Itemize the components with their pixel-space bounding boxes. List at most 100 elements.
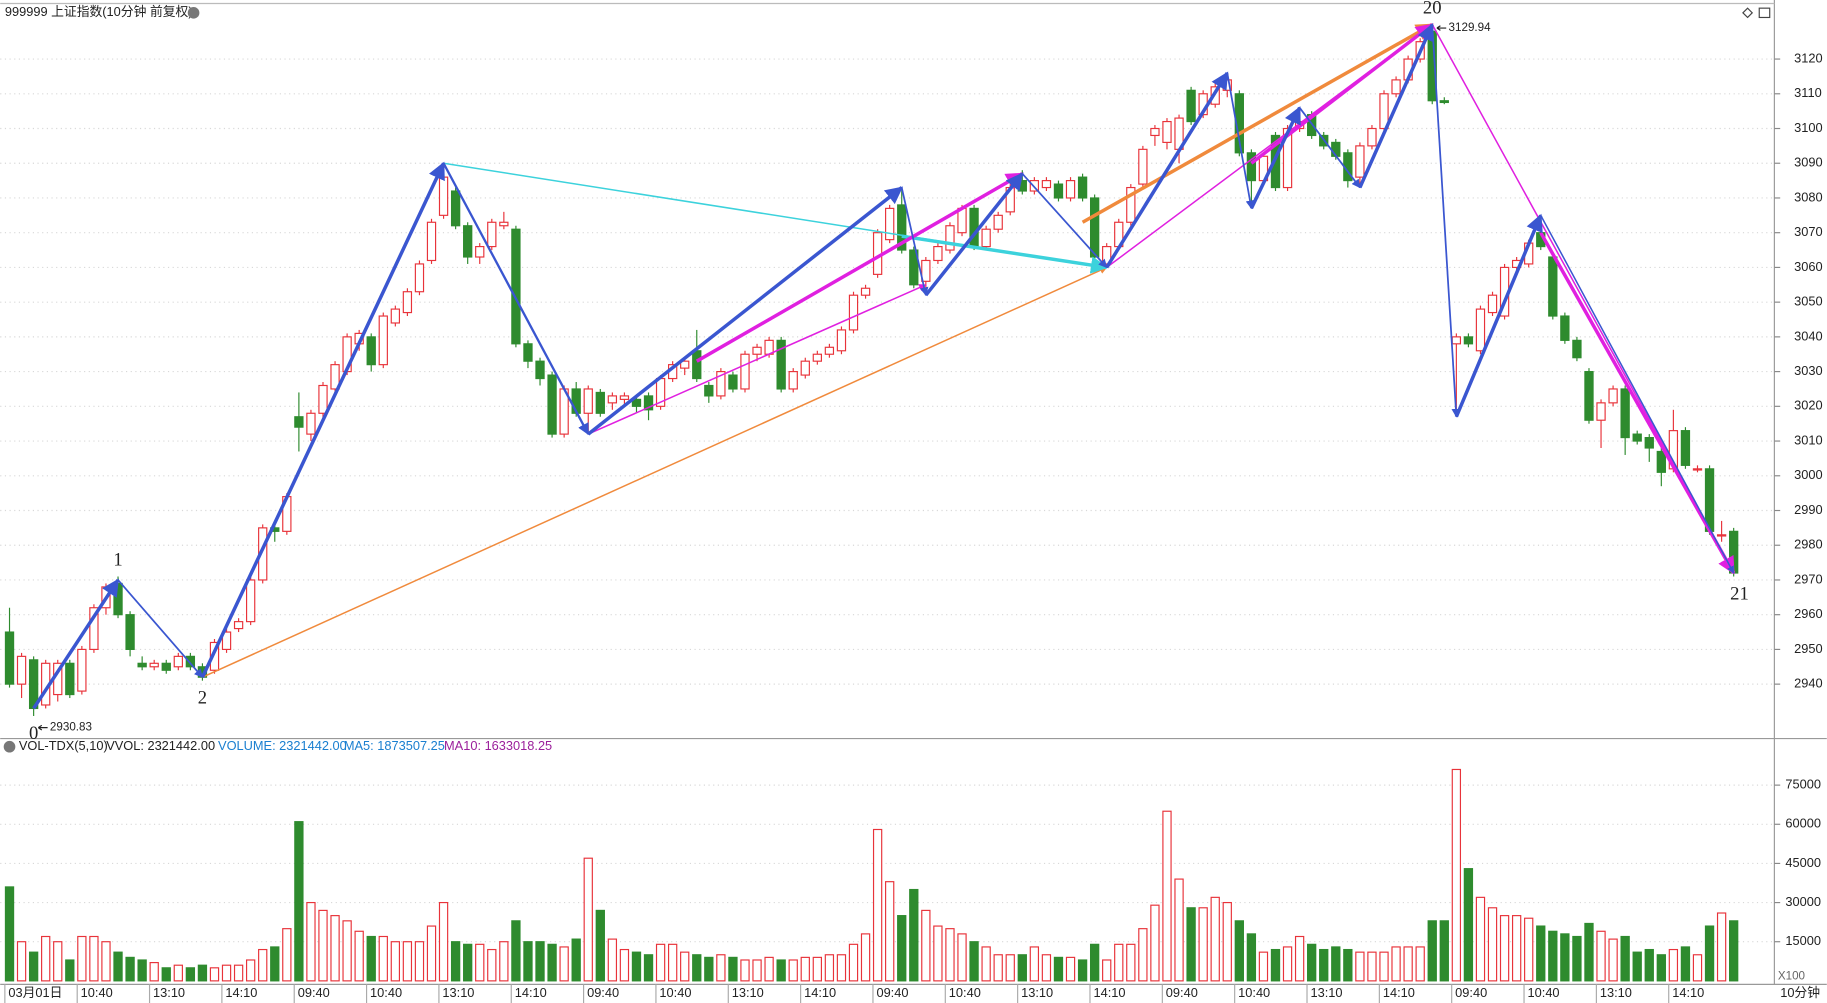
y-tick-label: 3120 — [1794, 50, 1822, 65]
y-tick-label: 3050 — [1794, 294, 1822, 309]
volume-bar — [921, 909, 931, 982]
volume-bar — [390, 941, 401, 982]
candle-body — [1089, 197, 1100, 258]
candle-body — [523, 343, 533, 362]
volume-bar — [1246, 933, 1257, 982]
candle-body — [848, 294, 859, 331]
volume-bar — [161, 967, 171, 982]
tool-icon[interactable] — [1758, 7, 1771, 19]
candle-body — [1572, 339, 1582, 359]
volume-bar — [1463, 868, 1474, 982]
y-tick-label: 3010 — [1794, 432, 1822, 447]
volume-bar — [595, 909, 605, 982]
pivot-label: 0 — [29, 723, 38, 744]
trend-arrow — [695, 172, 1024, 363]
trend-arrow — [1226, 72, 1255, 210]
y-tick-label: 2990 — [1794, 502, 1822, 517]
volume-bar — [607, 938, 618, 982]
x-tick-label: 14:10 — [1093, 985, 1125, 1000]
y-tick-label: 3090 — [1794, 155, 1822, 170]
trend-arrow — [1081, 23, 1434, 224]
volume-tick-label: 75000 — [1785, 777, 1821, 792]
volume-bar — [1319, 948, 1329, 982]
candle-body — [1246, 152, 1257, 182]
volume-bar — [909, 888, 919, 982]
candle-body — [1150, 127, 1160, 137]
volume-bar — [680, 951, 690, 982]
candle-body — [909, 249, 919, 286]
trend-arrow — [901, 234, 1109, 274]
volume-bar — [463, 943, 473, 982]
volume-bar — [969, 941, 979, 982]
volume-bar — [270, 946, 280, 982]
candle-body — [1367, 127, 1377, 147]
x-tick-label: 10:40 — [81, 985, 113, 1000]
volume-bar — [667, 943, 678, 982]
volume-bar — [342, 920, 352, 982]
candle-body — [860, 287, 871, 296]
volume-bar — [1210, 896, 1220, 982]
volume-bar — [1222, 901, 1232, 982]
candle-body — [1584, 371, 1594, 421]
volume-bar — [1379, 951, 1389, 982]
candle-body — [89, 607, 99, 650]
menu-icon[interactable] — [3, 740, 16, 753]
price-label: 3129.94 — [1449, 21, 1492, 34]
volume-bar — [294, 821, 304, 982]
candle-body — [631, 398, 642, 407]
tool-icon[interactable] — [1742, 7, 1754, 19]
volume-bar — [318, 909, 328, 982]
x-tick-label: 14:10 — [515, 985, 547, 1000]
candle-body — [1620, 388, 1630, 439]
volume-bar — [897, 915, 907, 982]
menu-icon[interactable] — [187, 6, 200, 19]
candle-body — [752, 346, 762, 355]
volume-bar — [1234, 920, 1244, 982]
candle-body — [788, 371, 798, 390]
candle-body — [294, 416, 304, 428]
volume-bar — [872, 828, 883, 982]
volume-bar — [1499, 915, 1510, 982]
volume-bar — [1029, 946, 1040, 982]
volume-tick-label: 30000 — [1785, 894, 1821, 909]
trend-arrow — [1021, 173, 1108, 269]
trend-arrow — [900, 187, 929, 297]
candle-body — [1632, 433, 1642, 442]
volume-bar — [1644, 948, 1654, 982]
trend-arrow — [1431, 24, 1461, 418]
volume-bar — [1294, 935, 1305, 982]
volume-bar — [643, 954, 654, 982]
volume-bar — [1102, 959, 1112, 982]
price-label-arrow — [37, 724, 48, 731]
candle-body — [1475, 308, 1486, 352]
volume-bar — [993, 954, 1003, 982]
volume-bar — [764, 956, 774, 982]
candle-body — [390, 308, 401, 324]
pivot-label: 21 — [1730, 583, 1749, 604]
volume-bar — [209, 967, 220, 982]
volume-bar — [185, 967, 196, 982]
candle-body — [1451, 336, 1462, 345]
candle-body — [1234, 93, 1244, 154]
volume-bar — [1005, 954, 1015, 982]
candle-body — [463, 225, 473, 258]
candle-body — [945, 225, 955, 251]
volume-bar — [1138, 928, 1148, 982]
trend-arrow — [1298, 107, 1361, 189]
volume-bar — [245, 959, 256, 982]
candle-body — [1355, 145, 1365, 178]
trend-arrow — [442, 162, 590, 436]
volume-bar — [1596, 930, 1606, 982]
volume-bar — [438, 901, 449, 982]
trend-arrow — [587, 284, 927, 435]
x-tick-label: 13:10 — [1600, 985, 1632, 1000]
candle-body — [499, 221, 509, 227]
volume-bar — [402, 941, 413, 982]
candle-body — [800, 360, 810, 376]
unit-label: X100 — [1778, 969, 1806, 982]
candle-body — [1439, 100, 1449, 104]
candle-body — [1053, 183, 1064, 199]
volume-bar — [776, 959, 786, 982]
candle-body — [776, 339, 786, 390]
